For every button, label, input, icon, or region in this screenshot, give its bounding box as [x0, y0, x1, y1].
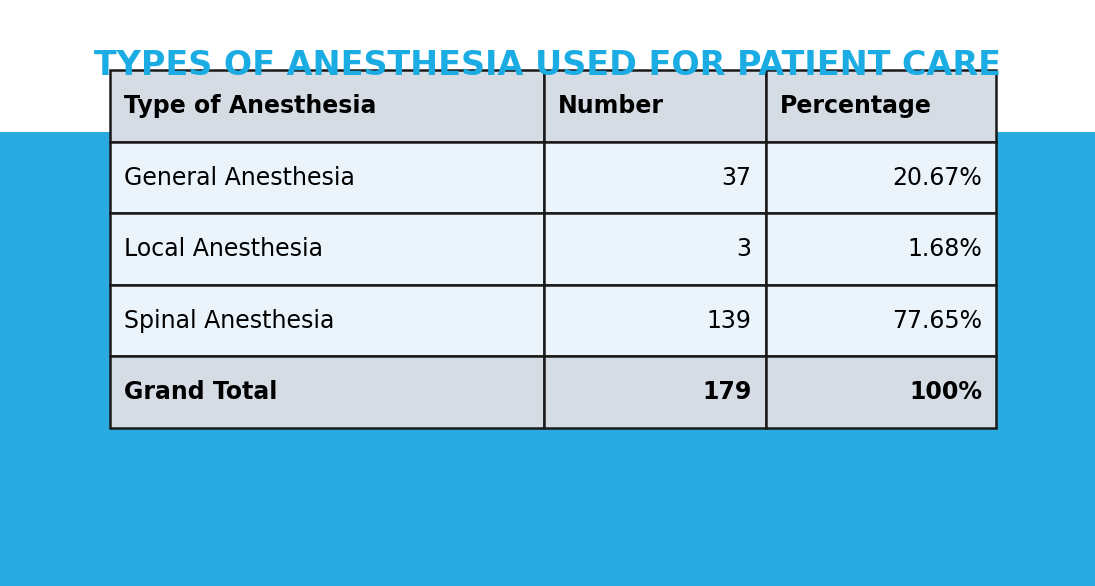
Bar	[765, 285, 996, 356]
Text: 139: 139	[706, 309, 751, 332]
Text: 77.65%: 77.65%	[892, 309, 982, 332]
Text: TYPES OF ANESTHESIA USED FOR PATIENT CARE: TYPES OF ANESTHESIA USED FOR PATIENT CAR…	[94, 49, 1001, 83]
Text: 100%: 100%	[909, 380, 982, 404]
Bar	[110, 285, 544, 356]
Text: 1.68%: 1.68%	[908, 237, 982, 261]
Bar	[765, 142, 996, 213]
Bar	[544, 70, 765, 142]
Bar	[110, 70, 544, 142]
Text: Grand Total: Grand Total	[124, 380, 277, 404]
Text: Local Anesthesia: Local Anesthesia	[124, 237, 323, 261]
Text: General Anesthesia: General Anesthesia	[124, 166, 355, 189]
Text: Number: Number	[558, 94, 665, 118]
Bar	[110, 213, 544, 285]
Bar	[765, 213, 996, 285]
Text: 20.67%: 20.67%	[892, 166, 982, 189]
Bar	[544, 213, 765, 285]
Bar	[544, 356, 765, 428]
Bar	[765, 70, 996, 142]
Bar	[110, 142, 544, 213]
Text: Spinal Anesthesia: Spinal Anesthesia	[124, 309, 334, 332]
Bar	[544, 285, 765, 356]
Bar	[110, 356, 544, 428]
Text: 3: 3	[737, 237, 751, 261]
Bar	[765, 356, 996, 428]
Text: 179: 179	[702, 380, 751, 404]
Bar	[0, 132, 1095, 586]
Text: Percentage: Percentage	[780, 94, 932, 118]
Text: 37: 37	[722, 166, 751, 189]
Bar	[544, 142, 765, 213]
Text: Type of Anesthesia: Type of Anesthesia	[124, 94, 376, 118]
Bar	[0, 0, 1095, 132]
